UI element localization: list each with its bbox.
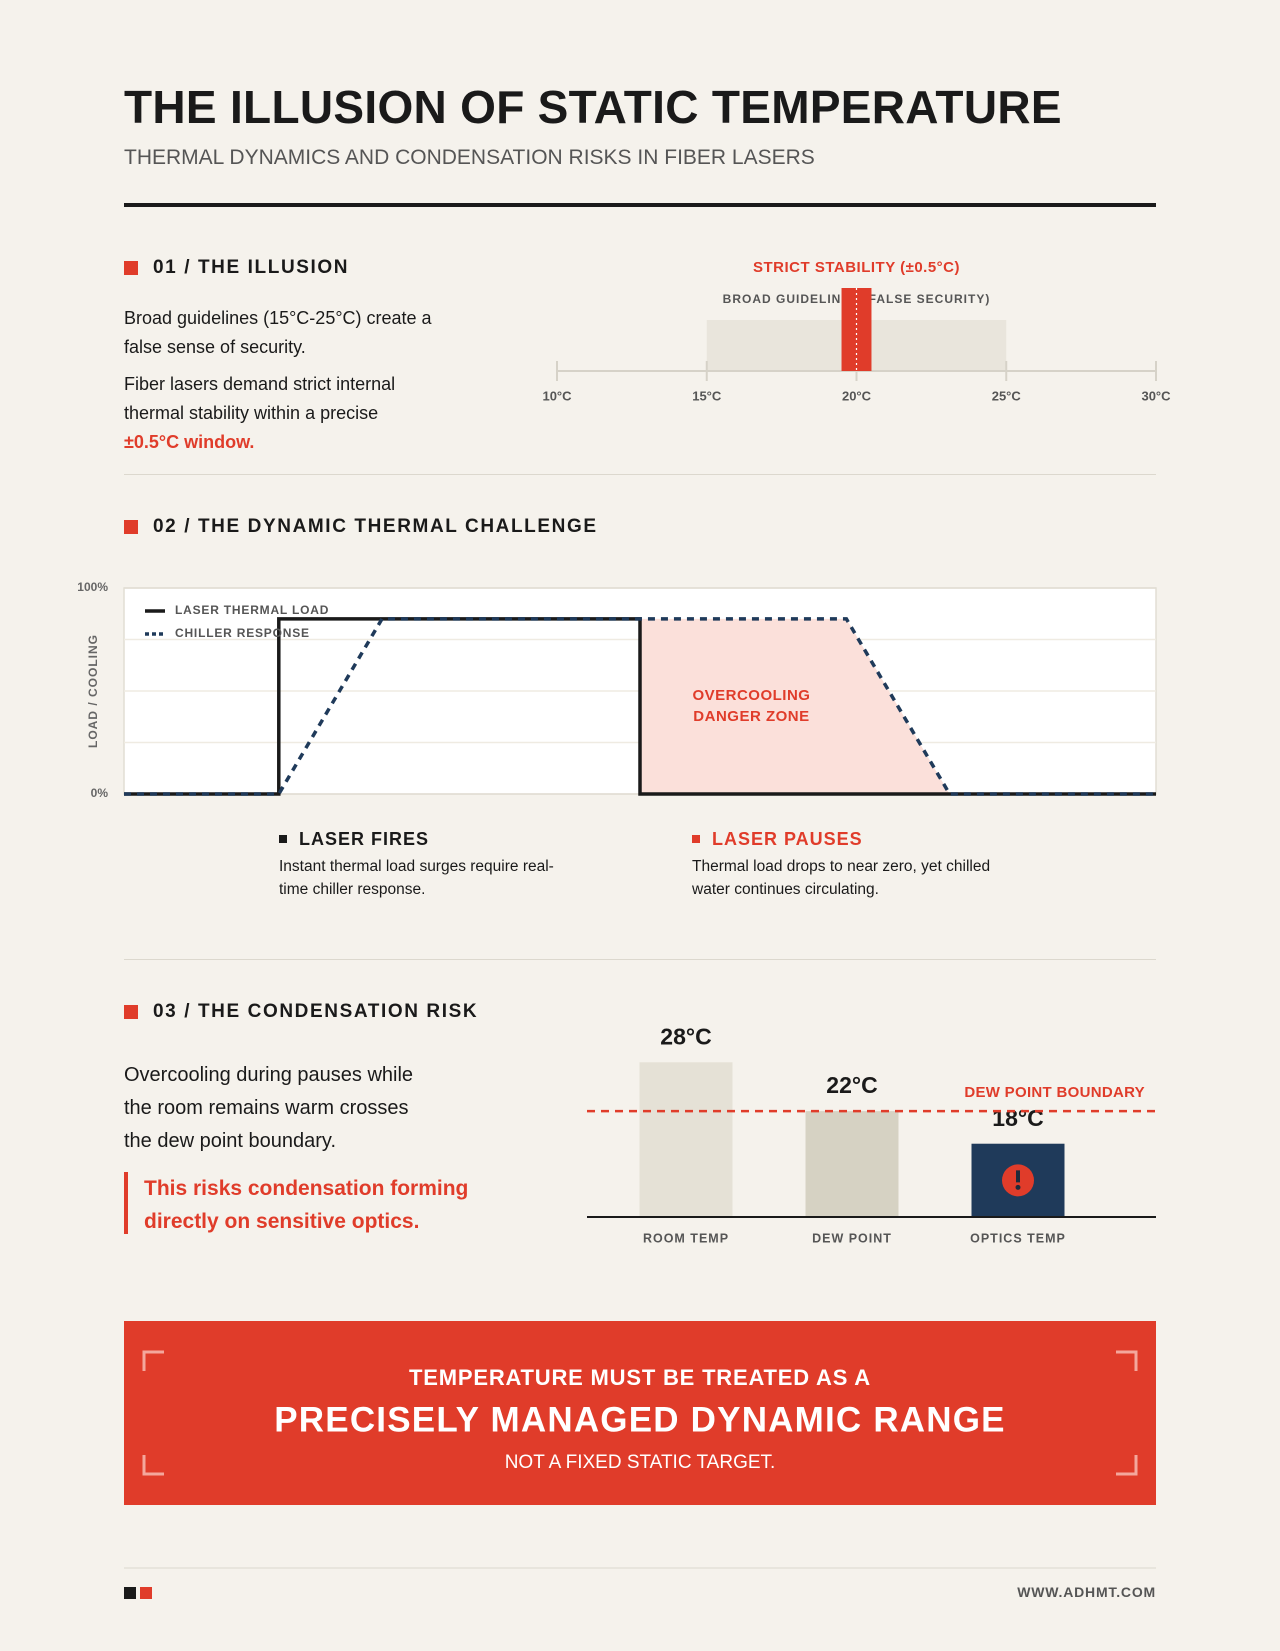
zone-label: DANGER ZONE	[693, 708, 809, 725]
corner	[142, 1455, 164, 1476]
footer-url: WWW.ADHMT.COM	[1017, 1584, 1156, 1600]
paragraph: Broad guidelines (15°C-25°C) create a fa…	[124, 308, 432, 357]
callout-tail: NOT A FIXED STATIC TARGET.	[505, 1452, 776, 1473]
note-marker	[692, 835, 700, 843]
callout-main: PRECISELY MANAGED DYNAMIC RANGE	[274, 1400, 1005, 1439]
note: LASER PAUSES Thermal load drops to near …	[692, 828, 992, 901]
note-title: LASER FIRES	[299, 829, 430, 849]
x-tick-label: OPTICS TEMP	[970, 1231, 1066, 1245]
note-text: Thermal load drops to near zero, yet chi…	[692, 858, 991, 898]
range-chart: BROAD GUIDELINES (FALSE SECURITY)10°C 15°…	[542, 259, 1171, 403]
value-label: 28°C	[660, 1023, 711, 1049]
value-label: 22°C	[826, 1072, 877, 1098]
x-tick-label: ROOM TEMP	[643, 1231, 729, 1245]
section-marker	[124, 1005, 138, 1019]
note-title-row: LASER PAUSES	[692, 828, 992, 850]
y-tick-label: 0%	[91, 786, 109, 800]
footer-square	[140, 1587, 152, 1599]
reference-label: DEW POINT BOUNDARY	[964, 1084, 1145, 1101]
y-axis-label: LOAD / COOLING	[86, 634, 100, 748]
x-tick-label: DEW POINT	[812, 1231, 892, 1245]
series-line	[124, 617, 1156, 796]
note: LASER FIRES Instant thermal load surges …	[279, 828, 579, 901]
x-tick-label: 25°C	[992, 388, 1022, 403]
x-tick-label: 20°C	[842, 388, 872, 403]
divider	[124, 959, 1156, 960]
callout-box	[124, 1321, 1156, 1505]
x-tick-label: 30°C	[1141, 388, 1171, 403]
line-chart: 0% 100% LOAD / COOLING OVERCOOLING DANGER ZO…	[77, 580, 1157, 800]
paragraph: Overcooling during pauses while the room…	[124, 1064, 414, 1152]
bar	[639, 1062, 733, 1217]
callout-corners	[142, 1350, 1138, 1476]
note-title: LASER PAUSES	[712, 829, 863, 849]
footer-square	[124, 1587, 136, 1599]
header-rule	[124, 203, 1156, 207]
section-heading: 01 / THE ILLUSION	[153, 257, 350, 278]
legend-label: LASER THERMAL LOAD	[175, 603, 329, 617]
note-title-row: LASER FIRES	[279, 828, 579, 850]
band-label: STRICT STABILITY (±0.5°C)	[753, 259, 960, 276]
corner	[142, 1350, 164, 1371]
section-heading: 02 / THE DYNAMIC THERMAL CHALLENGE	[153, 516, 598, 537]
subtitle: THERMAL DYNAMICS AND CONDENSATION RISKS …	[124, 146, 815, 169]
x-tick-label: 15°C	[692, 388, 722, 403]
highlight: ±0.5°C window.	[124, 432, 255, 452]
quote: This risks condensation forming directly…	[124, 1172, 524, 1234]
warning-icon-bar	[1016, 1170, 1020, 1183]
warning-icon-dot	[1015, 1184, 1021, 1190]
value-label: 18°C	[992, 1105, 1043, 1131]
paragraph: Fiber lasers demand strict internal ther…	[124, 374, 396, 423]
section-heading: 03 / THE CONDENSATION RISK	[153, 1001, 479, 1022]
x-tick-label: 10°C	[542, 388, 572, 403]
corner	[1116, 1455, 1138, 1476]
divider	[124, 474, 1156, 475]
section-marker	[124, 261, 138, 275]
bar	[805, 1111, 899, 1217]
note-text: Instant thermal load surges require real…	[279, 858, 554, 898]
note-marker	[279, 835, 287, 843]
callout-lead: TEMPERATURE MUST BE TREATED AS A	[409, 1365, 871, 1390]
zone-label: OVERCOOLING	[692, 687, 810, 704]
y-tick-label: 100%	[77, 580, 108, 594]
legend-label: CHILLER RESPONSE	[175, 626, 310, 640]
title: THE ILLUSION OF STATIC TEMPERATURE	[124, 81, 1062, 133]
section-marker	[124, 520, 138, 534]
bar-chart: 28°C ROOM TEMP 22°C DEW POINT 18°C OPTICS TEM…	[587, 1023, 1156, 1245]
corner	[1116, 1350, 1138, 1371]
